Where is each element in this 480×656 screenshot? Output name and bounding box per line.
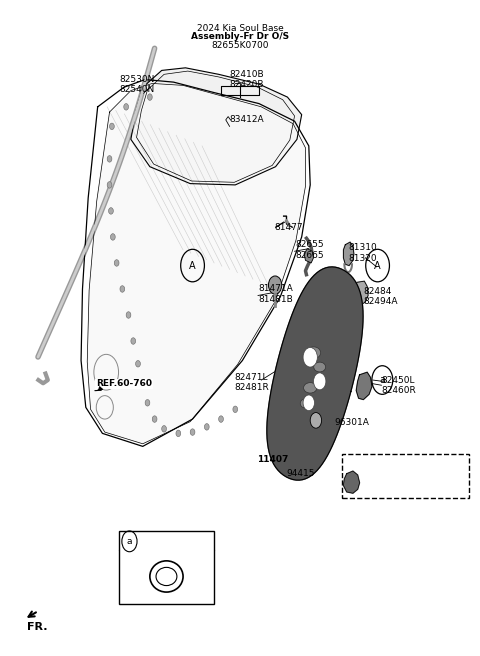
Circle shape	[310, 413, 322, 428]
Circle shape	[303, 395, 314, 411]
Circle shape	[190, 429, 195, 436]
Circle shape	[313, 373, 326, 390]
Circle shape	[108, 208, 113, 214]
Text: 82484
82494A: 82484 82494A	[363, 287, 398, 306]
Circle shape	[131, 338, 136, 344]
Text: 83412A: 83412A	[229, 115, 264, 125]
Circle shape	[107, 155, 112, 162]
Circle shape	[124, 104, 129, 110]
Circle shape	[152, 416, 157, 422]
Circle shape	[147, 94, 152, 100]
Text: 82450L
82460R: 82450L 82460R	[382, 375, 416, 395]
Text: (SAFETY): (SAFETY)	[348, 455, 389, 464]
Circle shape	[136, 361, 140, 367]
Text: Assembly-Fr Dr O/S: Assembly-Fr Dr O/S	[191, 32, 289, 41]
Text: 82450L
82460R: 82450L 82460R	[361, 471, 396, 491]
Text: 82410B
82420B: 82410B 82420B	[229, 70, 264, 89]
Text: 11407: 11407	[257, 455, 288, 464]
Polygon shape	[343, 242, 354, 266]
Polygon shape	[267, 267, 363, 480]
Circle shape	[109, 123, 114, 130]
Text: REF.60-760: REF.60-760	[96, 379, 152, 388]
Bar	[119, 531, 214, 604]
Text: 94415: 94415	[287, 469, 315, 478]
Ellipse shape	[306, 347, 321, 359]
Text: FR.: FR.	[27, 622, 48, 632]
Text: A: A	[374, 260, 381, 270]
Text: A: A	[189, 260, 196, 270]
Circle shape	[268, 276, 282, 294]
Text: 81477: 81477	[275, 222, 303, 232]
Circle shape	[145, 400, 150, 406]
Polygon shape	[353, 281, 368, 306]
Circle shape	[162, 426, 167, 432]
Text: 2024 Kia Soul Base: 2024 Kia Soul Base	[197, 24, 283, 33]
Polygon shape	[356, 372, 372, 400]
Circle shape	[233, 406, 238, 413]
Text: 1731JE: 1731JE	[143, 537, 174, 546]
Circle shape	[140, 380, 145, 386]
Circle shape	[107, 182, 112, 188]
Circle shape	[110, 234, 115, 240]
Circle shape	[114, 260, 119, 266]
Circle shape	[126, 312, 131, 318]
Bar	[342, 454, 469, 499]
Text: 81310
81320: 81310 81320	[348, 243, 377, 263]
Text: a: a	[127, 537, 132, 546]
Polygon shape	[304, 249, 313, 263]
Polygon shape	[87, 83, 305, 443]
Circle shape	[303, 348, 317, 367]
Text: 82530N
82540N: 82530N 82540N	[119, 75, 155, 94]
Circle shape	[219, 416, 223, 422]
Text: 81471A
81481B: 81471A 81481B	[258, 285, 293, 304]
Circle shape	[120, 286, 125, 292]
Text: 82655
82665: 82655 82665	[296, 240, 324, 260]
Text: 96301A: 96301A	[334, 419, 369, 428]
Polygon shape	[343, 471, 360, 493]
Ellipse shape	[314, 362, 325, 372]
Text: 82471L
82481R: 82471L 82481R	[234, 373, 269, 392]
Circle shape	[204, 424, 209, 430]
Polygon shape	[131, 68, 301, 185]
Ellipse shape	[300, 399, 311, 408]
Text: REF.60-760: REF.60-760	[94, 380, 150, 390]
Text: a: a	[379, 375, 385, 385]
Circle shape	[176, 430, 180, 437]
Text: 82655K0700: 82655K0700	[211, 41, 269, 49]
Ellipse shape	[303, 382, 317, 393]
